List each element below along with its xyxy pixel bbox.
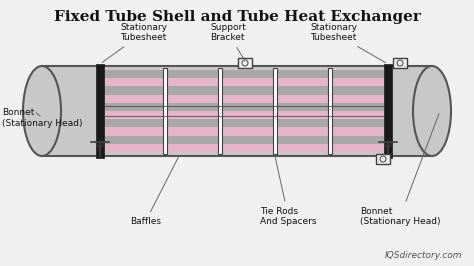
Bar xyxy=(163,68,167,154)
Text: Support
Bracket: Support Bracket xyxy=(210,23,246,59)
Circle shape xyxy=(397,60,403,66)
Bar xyxy=(393,58,407,68)
Text: Stationary
Tubesheet: Stationary Tubesheet xyxy=(102,23,167,63)
Bar xyxy=(104,144,384,152)
Bar xyxy=(104,127,384,136)
FancyBboxPatch shape xyxy=(42,66,432,156)
Text: IQSdirectory.com: IQSdirectory.com xyxy=(384,251,462,260)
Bar xyxy=(104,119,384,127)
Ellipse shape xyxy=(23,66,61,156)
Bar xyxy=(104,78,384,86)
Bar xyxy=(218,68,222,154)
Text: Fixed Tube Shell and Tube Heat Exchanger: Fixed Tube Shell and Tube Heat Exchanger xyxy=(54,10,420,24)
Bar xyxy=(384,64,392,158)
Bar xyxy=(104,111,384,119)
Text: Tie Rods
And Spacers: Tie Rods And Spacers xyxy=(260,114,317,226)
Bar xyxy=(104,136,384,144)
Circle shape xyxy=(380,156,386,162)
Text: Bonnet
(Stationary Head): Bonnet (Stationary Head) xyxy=(2,108,82,128)
Bar xyxy=(104,95,384,103)
Bar xyxy=(328,68,332,154)
Bar xyxy=(104,70,384,78)
Bar xyxy=(104,103,384,111)
Bar xyxy=(96,64,104,158)
Text: Baffles: Baffles xyxy=(130,156,179,226)
Text: Bonnet
(Stationary Head): Bonnet (Stationary Head) xyxy=(360,114,440,226)
Bar xyxy=(104,86,384,95)
Bar xyxy=(273,68,277,154)
Ellipse shape xyxy=(413,66,451,156)
Text: Stationary
Tubesheet: Stationary Tubesheet xyxy=(310,23,385,63)
Bar xyxy=(376,154,390,164)
Bar xyxy=(238,58,252,68)
Circle shape xyxy=(242,60,248,66)
